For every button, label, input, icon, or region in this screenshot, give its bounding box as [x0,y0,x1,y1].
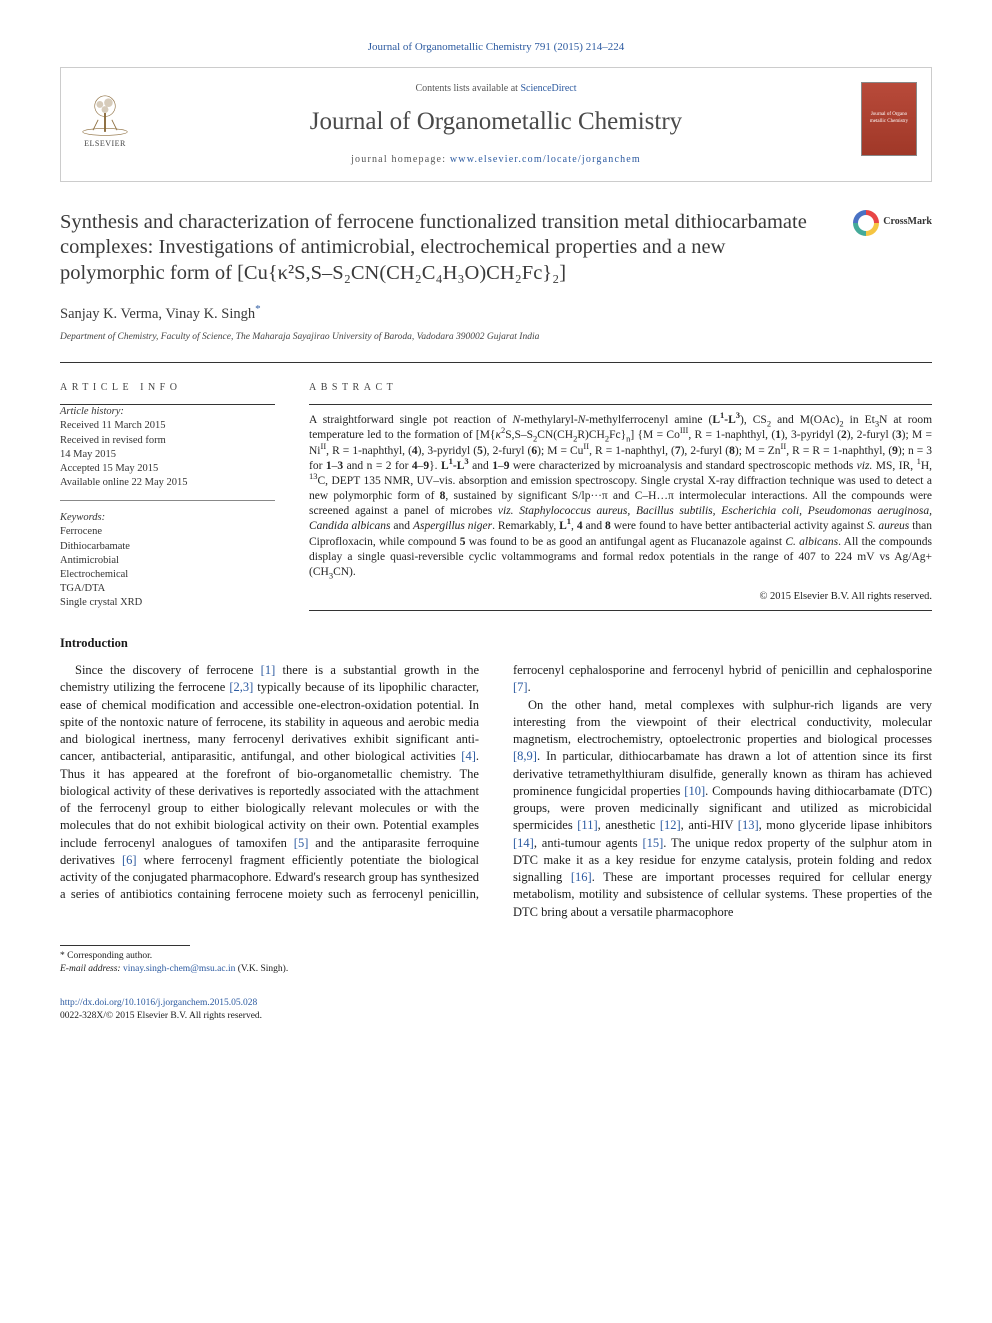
cover-title: Journal of Organo metallic Chemistry [866,112,912,126]
crossmark-label: CrossMark [883,216,932,229]
sciencedirect-link[interactable]: ScienceDirect [520,83,576,94]
affiliation: Department of Chemistry, Faculty of Scie… [60,331,932,344]
section-rule-top [60,362,932,363]
email-label: E-mail address: [60,964,121,974]
article-info-column: ARTICLE INFO Article history: Received 1… [60,371,275,612]
journal-cover-thumbnail: Journal of Organo metallic Chemistry [861,82,917,156]
email-person: (V.K. Singh). [238,964,289,974]
homepage-prefix: journal homepage: [351,154,450,165]
article-title: Synthesis and characterization of ferroc… [60,210,932,287]
keywords-label: Keywords: [60,511,275,525]
keyword: Dithiocarbamate [60,540,275,554]
history-accepted: Accepted 15 May 2015 [60,462,275,476]
publisher-name: ELSEVIER [84,139,126,150]
authors-line: Sanjay K. Verma, Vinay K. Singh* [60,302,932,324]
article-title-text: Synthesis and characterization of ferroc… [60,211,807,284]
journal-citation: Journal of Organometallic Chemistry 791 … [60,40,932,55]
elsevier-tree-icon [79,89,131,137]
article-history: Article history: Received 11 March 2015 … [60,405,275,610]
footnote-rule [60,945,190,946]
crossmark-icon [853,210,879,236]
article-info-heading: ARTICLE INFO [60,381,275,395]
issn-copyright-line: 0022-328X/© 2015 Elsevier B.V. All right… [60,1010,932,1023]
doi-block: http://dx.doi.org/10.1016/j.jorganchem.2… [60,997,932,1023]
abstract-copyright: © 2015 Elsevier B.V. All rights reserved… [309,590,932,604]
journal-title: Journal of Organometallic Chemistry [151,105,841,139]
keyword: Electrochemical [60,568,275,582]
keyword: TGA/DTA [60,582,275,596]
history-online: Available online 22 May 2015 [60,476,275,490]
abstract-bottom-rule [309,610,932,611]
introduction-heading: Introduction [60,635,932,652]
crossmark-badge[interactable]: CrossMark [853,210,932,236]
contents-available-line: Contents lists available at ScienceDirec… [151,82,841,96]
abstract-heading: ABSTRACT [309,381,932,395]
abstract-rule [309,404,932,405]
contents-prefix: Contents lists available at [415,83,520,94]
journal-homepage-link[interactable]: www.elsevier.com/locate/jorganchem [450,154,641,165]
publisher-logo: ELSEVIER [75,82,135,150]
keyword: Antimicrobial [60,554,275,568]
journal-header-box: ELSEVIER Journal of Organo metallic Chem… [60,67,932,182]
authors-names: Sanjay K. Verma, Vinay K. Singh [60,306,255,322]
history-label: Article history: [60,405,275,419]
history-received: Received 11 March 2015 [60,419,275,433]
history-revised-1: Received in revised form [60,434,275,448]
intro-paragraph-2: On the other hand, metal complexes with … [513,697,932,921]
doi-link[interactable]: http://dx.doi.org/10.1016/j.jorganchem.2… [60,998,257,1008]
corresponding-email-link[interactable]: vinay.singh-chem@msu.ac.in [123,964,235,974]
abstract-body: A straightforward single pot reaction of… [309,413,932,580]
body-text: Since the discovery of ferrocene [1] the… [60,662,932,921]
corresponding-label: * Corresponding author. [60,950,932,963]
journal-homepage-line: journal homepage: www.elsevier.com/locat… [151,153,841,167]
keyword: Ferrocene [60,525,275,539]
keyword: Single crystal XRD [60,596,275,610]
history-revised-2: 14 May 2015 [60,448,275,462]
corresponding-footnote: * Corresponding author. E-mail address: … [60,950,932,976]
corresponding-marker: * [255,303,261,315]
abstract-column: ABSTRACT A straightforward single pot re… [309,371,932,612]
